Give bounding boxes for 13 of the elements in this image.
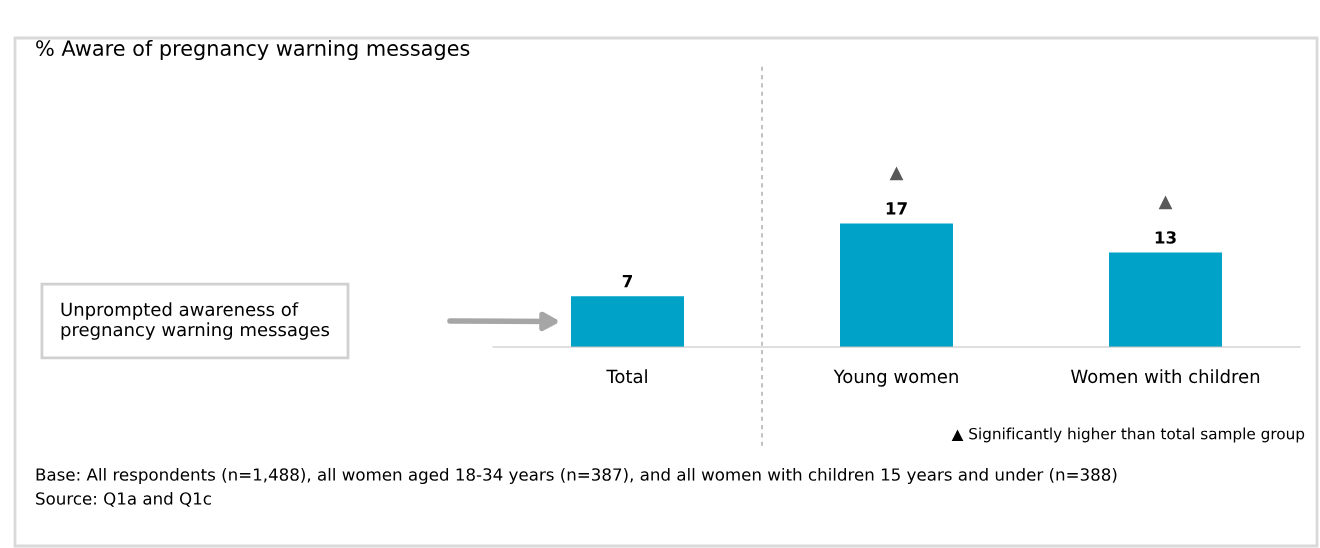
text: % Aware of pregnancy warning messages [36, 39, 470, 61]
source-note: Source: Q1a and Q1c [36, 491, 211, 507]
x-tick-label: Total [606, 369, 647, 384]
data-label: 13 [1155, 231, 1176, 244]
data-label: 17 [886, 202, 907, 215]
text: Unprompted awareness of pregnancy warning messages [61, 302, 330, 340]
x-tick-label: Women with children [1071, 369, 1260, 384]
annotation: ▲ [1158, 195, 1173, 210]
data-label: 7 [622, 274, 632, 288]
annotation: ▲ [889, 166, 904, 181]
text: ▲ Significantly higher than total sample group [951, 427, 1305, 443]
x-tick-label: Young women [833, 369, 958, 387]
text: Base: All respondents (n=1,488), all women aged 18-34 years (n=387), and all women with children 15 years and under (n=388) [36, 467, 1117, 485]
